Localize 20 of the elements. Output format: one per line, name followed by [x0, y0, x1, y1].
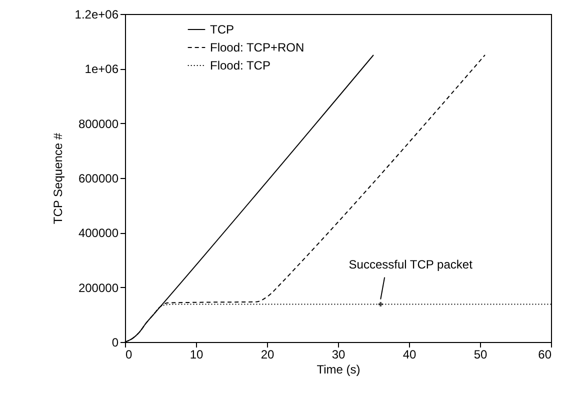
x-tick-label: 40: [402, 348, 416, 362]
legend-label: Flood: TCP: [210, 58, 270, 72]
legend-label: TCP: [210, 22, 234, 36]
x-tick-label: 10: [190, 348, 204, 362]
y-tick-label: 800000: [78, 116, 119, 131]
y-tick-label: 200000: [78, 280, 119, 295]
y-tick-label: 0: [112, 336, 119, 350]
x-tick-label: 30: [332, 348, 346, 362]
y-tick-label: 1e+06: [84, 62, 119, 76]
x-axis-title: Time (s): [316, 362, 360, 376]
y-axis-title: TCP Sequence #: [50, 132, 65, 224]
y-tick-label: 400000: [78, 226, 119, 240]
legend-label: Flood: TCP+RON: [210, 40, 304, 54]
y-tick-label: 1.2e+06: [74, 8, 119, 22]
x-tick-label: 60: [538, 348, 552, 362]
x-tick-label: 20: [260, 348, 274, 362]
annotation: Successful TCP packet: [348, 257, 474, 272]
x-tick-label: 50: [474, 348, 488, 362]
y-tick-label: 600000: [78, 172, 119, 186]
x-tick-label: 0: [126, 348, 132, 362]
